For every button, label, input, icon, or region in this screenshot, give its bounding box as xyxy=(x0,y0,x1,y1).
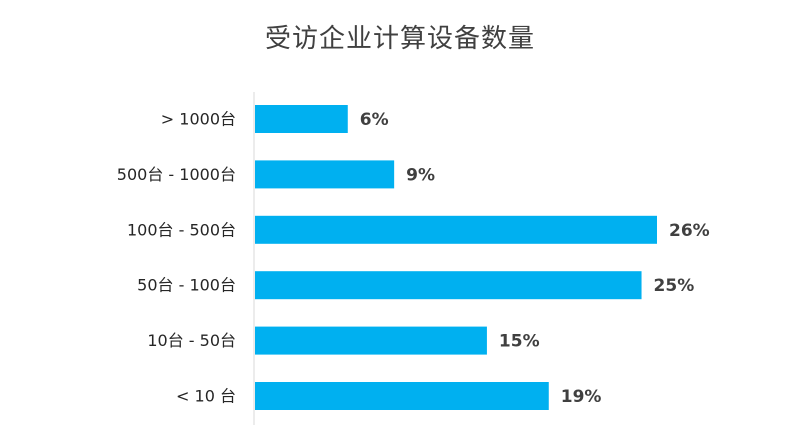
category-label: > 1000台 xyxy=(161,110,236,129)
category-label: < 10 台 xyxy=(176,387,236,406)
data-label: 15% xyxy=(499,332,540,352)
data-label: 26% xyxy=(669,221,710,241)
bar xyxy=(255,326,487,355)
bar xyxy=(255,215,657,244)
data-label: 25% xyxy=(654,276,695,296)
category-label: 500台 - 1000台 xyxy=(117,165,236,184)
bar xyxy=(255,105,348,133)
category-label: 100台 - 500台 xyxy=(127,220,236,239)
data-label: 6% xyxy=(360,110,389,130)
bar xyxy=(255,271,642,300)
data-label: 19% xyxy=(561,387,602,407)
bar xyxy=(255,382,549,410)
data-label: 9% xyxy=(406,165,435,185)
category-label: 10台 - 50台 xyxy=(147,331,236,350)
category-label: 50台 - 100台 xyxy=(137,276,236,295)
bar xyxy=(255,160,395,189)
chart-title: 受访企业计算设备数量 xyxy=(264,24,535,54)
